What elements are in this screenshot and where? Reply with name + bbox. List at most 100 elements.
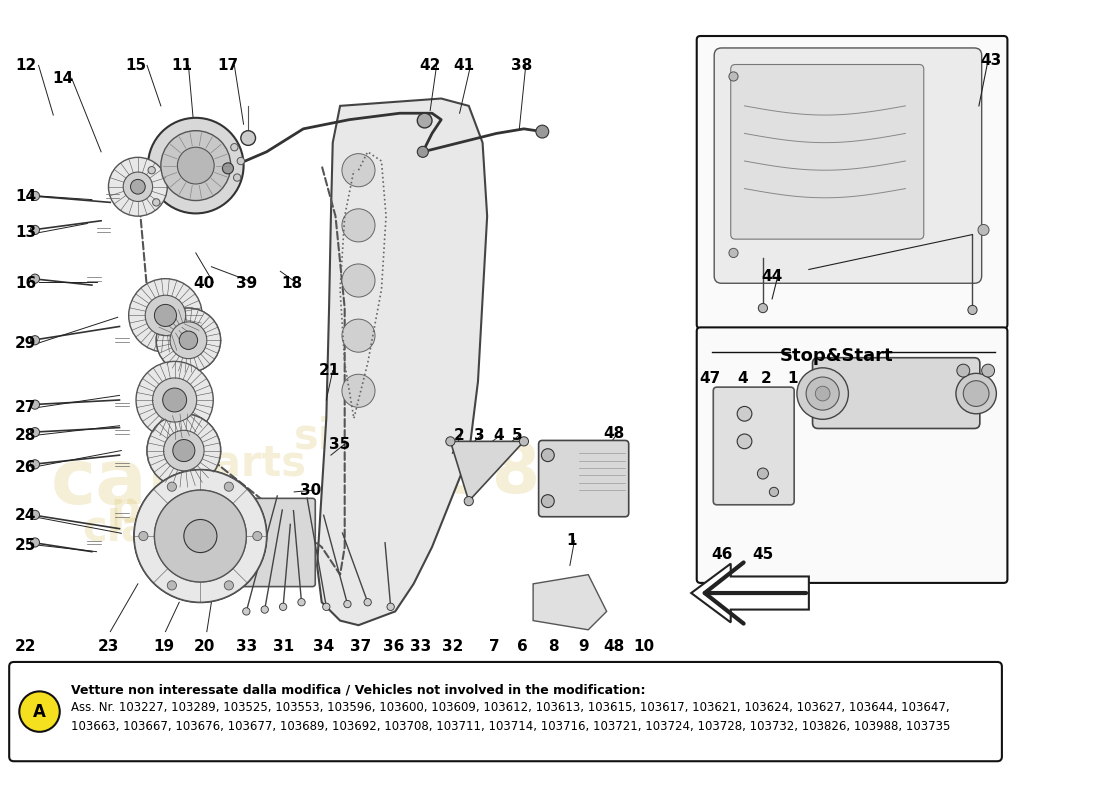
Circle shape bbox=[31, 274, 40, 283]
Text: 26: 26 bbox=[15, 460, 36, 474]
Circle shape bbox=[815, 386, 830, 401]
Text: 1: 1 bbox=[566, 534, 578, 548]
Circle shape bbox=[342, 319, 375, 352]
Text: 22: 22 bbox=[15, 639, 36, 654]
Text: 14: 14 bbox=[52, 71, 73, 86]
Text: 27: 27 bbox=[15, 400, 36, 415]
Circle shape bbox=[298, 598, 305, 606]
Circle shape bbox=[179, 331, 198, 350]
Circle shape bbox=[224, 581, 233, 590]
Circle shape bbox=[364, 598, 372, 606]
Circle shape bbox=[123, 172, 153, 202]
Circle shape bbox=[167, 482, 176, 491]
Circle shape bbox=[170, 322, 207, 358]
Circle shape bbox=[737, 406, 752, 421]
Text: 38: 38 bbox=[512, 58, 532, 73]
Text: 12: 12 bbox=[15, 58, 36, 73]
Circle shape bbox=[342, 264, 375, 297]
Circle shape bbox=[964, 381, 989, 406]
Circle shape bbox=[31, 191, 40, 201]
Circle shape bbox=[164, 430, 205, 470]
Circle shape bbox=[344, 600, 351, 608]
FancyBboxPatch shape bbox=[713, 387, 794, 505]
Polygon shape bbox=[691, 564, 808, 622]
Text: 34: 34 bbox=[312, 639, 334, 654]
Polygon shape bbox=[450, 442, 524, 501]
Text: 36: 36 bbox=[383, 639, 404, 654]
Circle shape bbox=[729, 72, 738, 81]
Text: 1985: 1985 bbox=[395, 440, 588, 507]
Circle shape bbox=[541, 494, 554, 507]
Circle shape bbox=[31, 460, 40, 469]
Circle shape bbox=[148, 166, 155, 174]
Circle shape bbox=[978, 225, 989, 235]
Text: 4: 4 bbox=[494, 427, 505, 442]
Text: 4: 4 bbox=[737, 370, 748, 386]
Circle shape bbox=[145, 295, 186, 336]
Text: 46: 46 bbox=[711, 547, 733, 562]
Text: 48: 48 bbox=[604, 426, 625, 441]
Circle shape bbox=[31, 400, 40, 409]
Circle shape bbox=[446, 437, 455, 446]
Circle shape bbox=[139, 531, 148, 541]
Circle shape bbox=[541, 449, 554, 462]
Text: A: A bbox=[33, 702, 46, 721]
Circle shape bbox=[173, 439, 195, 462]
Circle shape bbox=[134, 470, 266, 602]
Text: 41: 41 bbox=[453, 58, 475, 73]
FancyBboxPatch shape bbox=[714, 48, 981, 283]
Circle shape bbox=[131, 179, 145, 194]
Circle shape bbox=[31, 427, 40, 437]
Circle shape bbox=[154, 490, 246, 582]
Text: 17: 17 bbox=[218, 58, 239, 73]
Text: 2: 2 bbox=[760, 370, 771, 386]
Text: 14: 14 bbox=[15, 189, 36, 203]
Circle shape bbox=[31, 510, 40, 519]
Text: 47: 47 bbox=[698, 370, 720, 386]
Text: car: car bbox=[51, 446, 185, 520]
Circle shape bbox=[342, 154, 375, 186]
Text: 44: 44 bbox=[761, 270, 783, 285]
Polygon shape bbox=[317, 98, 487, 625]
Circle shape bbox=[241, 130, 255, 146]
Circle shape bbox=[464, 497, 473, 506]
Circle shape bbox=[981, 364, 994, 377]
Circle shape bbox=[163, 388, 187, 412]
Circle shape bbox=[153, 378, 197, 422]
Circle shape bbox=[342, 209, 375, 242]
Text: 19: 19 bbox=[153, 639, 174, 654]
Circle shape bbox=[154, 490, 246, 582]
Text: 18: 18 bbox=[282, 276, 303, 291]
Circle shape bbox=[769, 487, 779, 497]
Circle shape bbox=[129, 278, 202, 352]
Circle shape bbox=[20, 691, 59, 732]
Text: 33: 33 bbox=[410, 639, 431, 654]
Text: 21: 21 bbox=[318, 363, 340, 378]
Text: 29: 29 bbox=[15, 336, 36, 350]
FancyBboxPatch shape bbox=[539, 441, 629, 517]
Circle shape bbox=[519, 437, 528, 446]
FancyBboxPatch shape bbox=[222, 498, 316, 586]
FancyBboxPatch shape bbox=[9, 662, 1002, 762]
Text: 2: 2 bbox=[454, 427, 465, 442]
Circle shape bbox=[243, 608, 250, 615]
Text: 10: 10 bbox=[632, 639, 654, 654]
Text: 43: 43 bbox=[980, 53, 1001, 67]
Text: parts: parts bbox=[184, 443, 307, 486]
Text: 15: 15 bbox=[125, 58, 146, 73]
Circle shape bbox=[387, 603, 394, 610]
Text: 6: 6 bbox=[517, 639, 528, 654]
Text: 35: 35 bbox=[330, 437, 351, 452]
Text: 31: 31 bbox=[273, 639, 294, 654]
Text: Stop&Start: Stop&Start bbox=[780, 346, 893, 365]
Text: 37: 37 bbox=[350, 639, 371, 654]
Text: 23: 23 bbox=[98, 639, 119, 654]
Circle shape bbox=[156, 308, 221, 373]
Text: 7: 7 bbox=[490, 639, 499, 654]
Text: 8: 8 bbox=[548, 639, 559, 654]
Text: 16: 16 bbox=[15, 276, 36, 291]
Circle shape bbox=[167, 581, 176, 590]
Circle shape bbox=[233, 174, 241, 182]
Text: Vetture non interessate dalla modifica / Vehicles not involved in the modificati: Vetture non interessate dalla modifica /… bbox=[70, 683, 646, 696]
Circle shape bbox=[109, 158, 167, 216]
